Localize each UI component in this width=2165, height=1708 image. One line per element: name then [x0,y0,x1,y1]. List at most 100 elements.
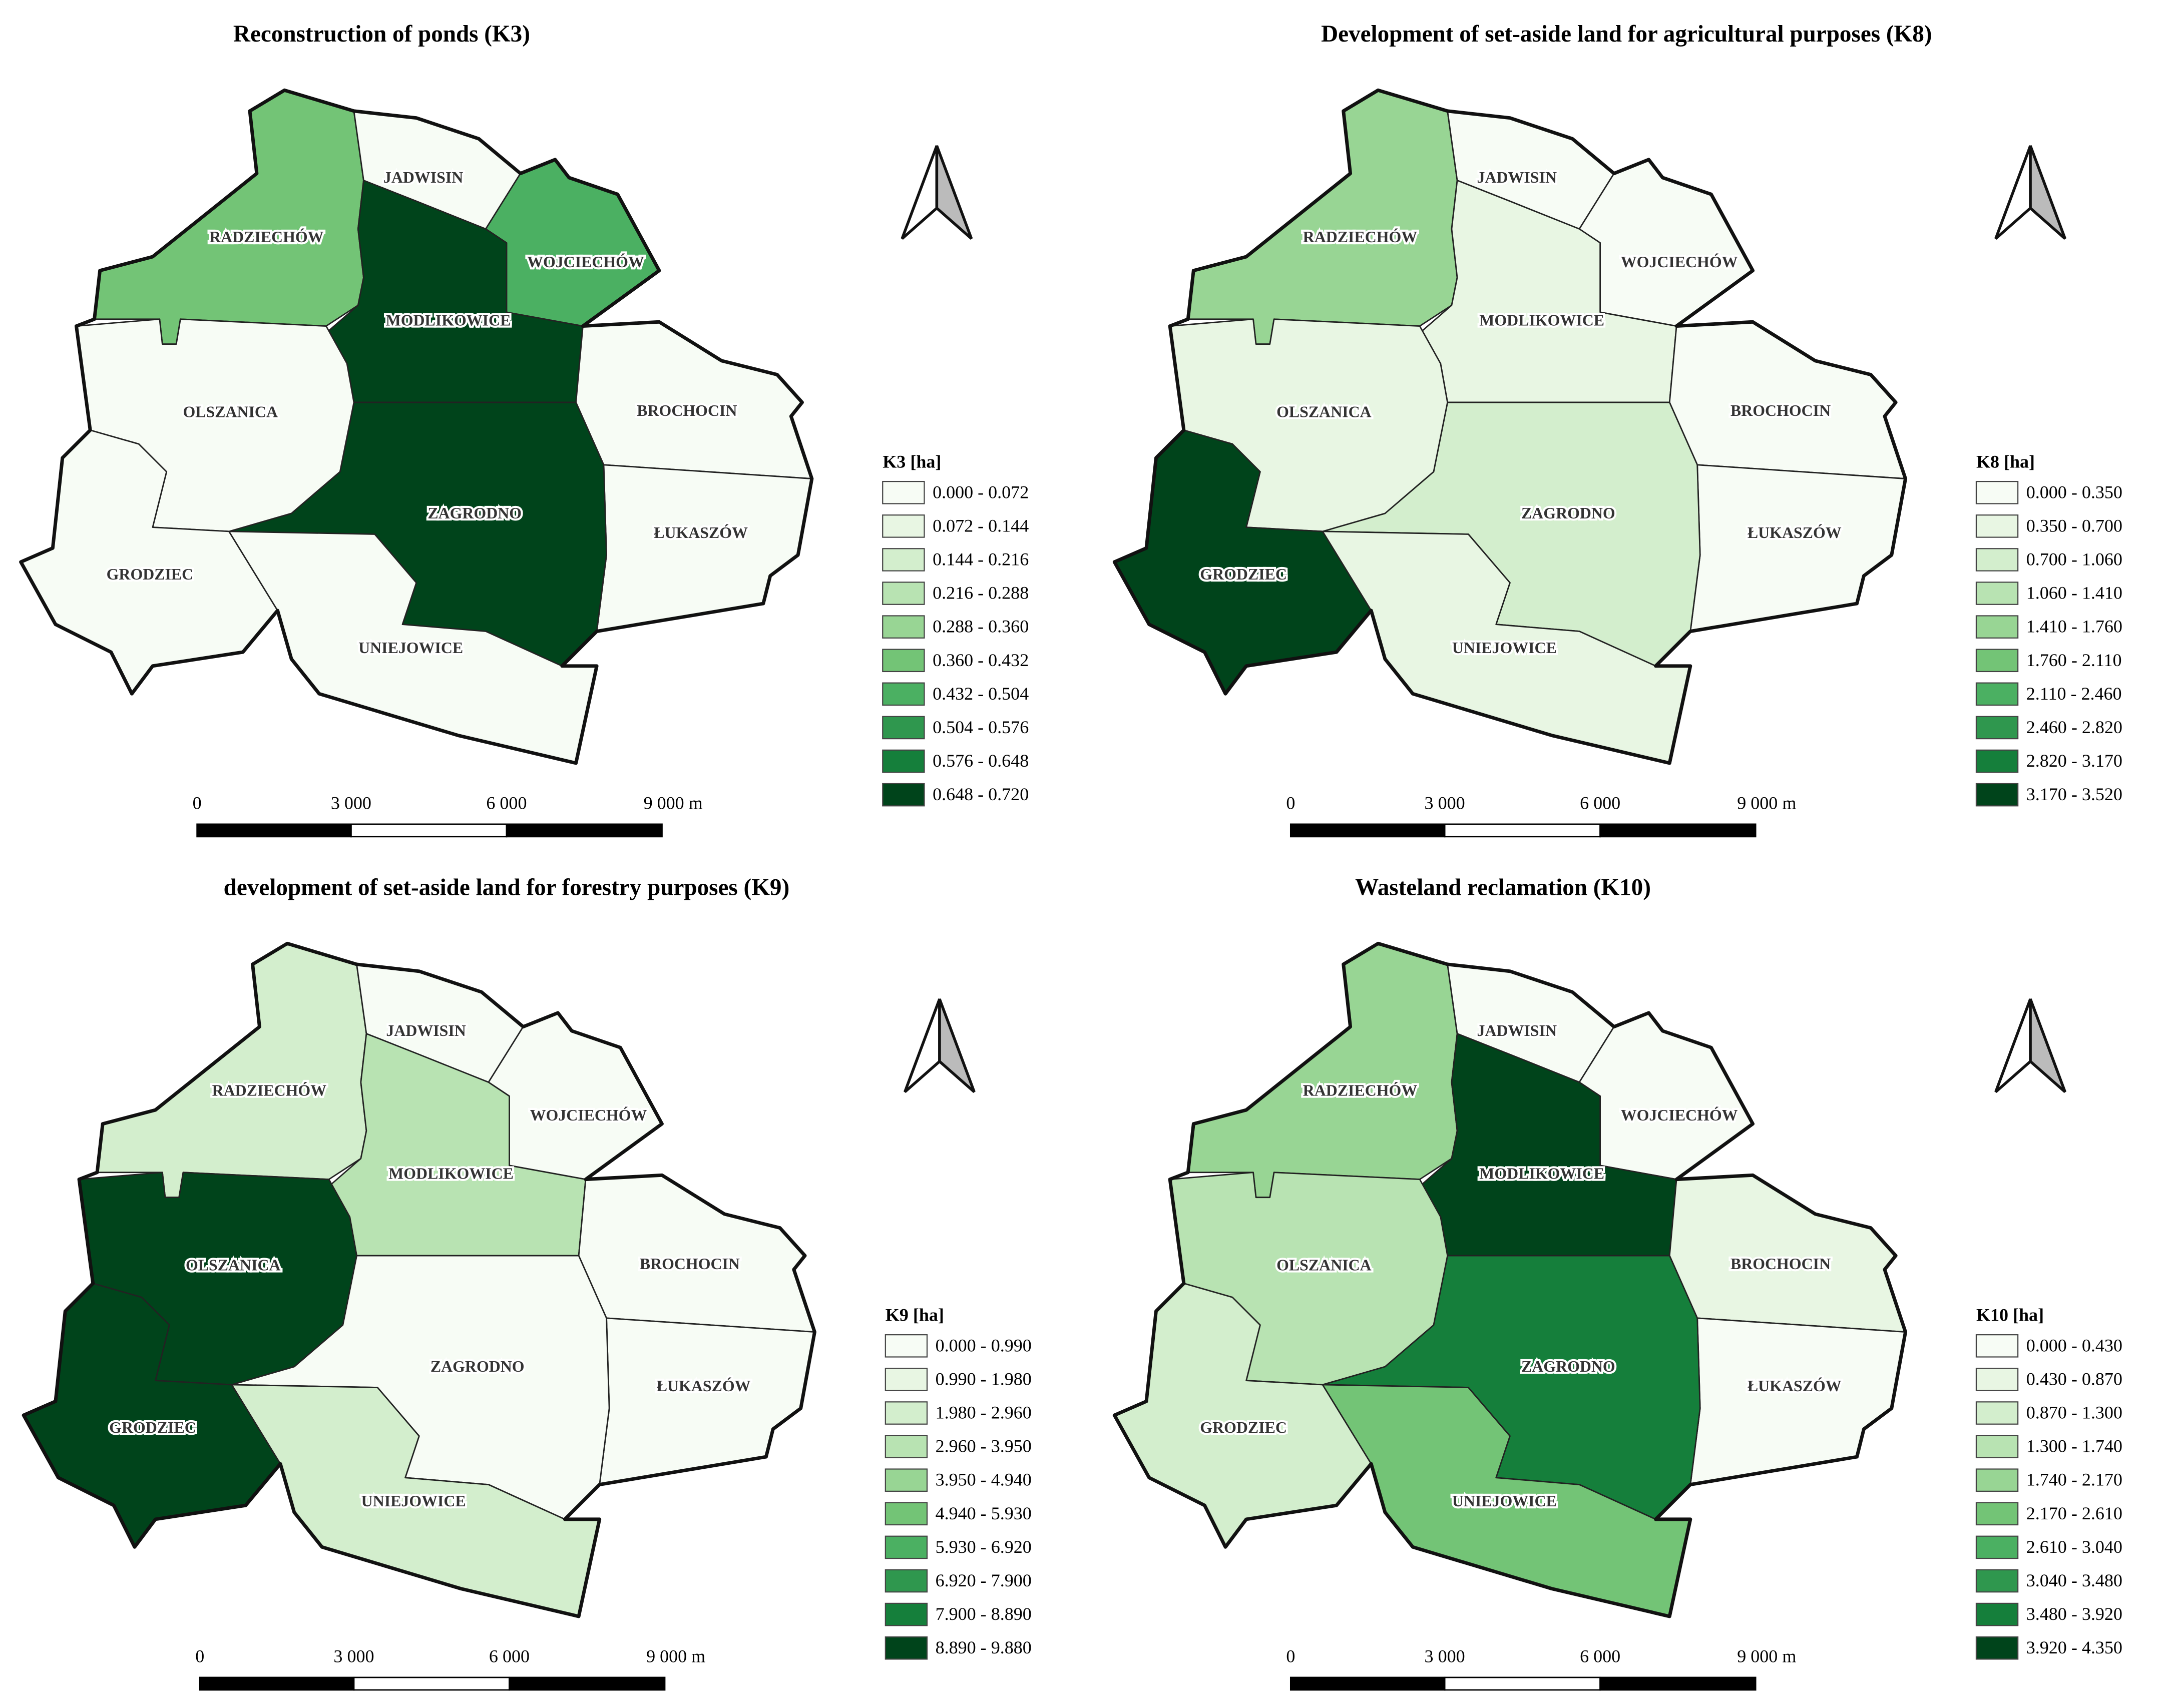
region-label: ZAGRODNO [427,504,522,522]
scale-label: 9 000 m [1737,793,1796,813]
scale-bar-segment [350,823,508,838]
region-label: MODLIKOWICE [386,312,511,329]
scale-bar-segment [509,1676,666,1691]
region-label: OLSZANICA [186,1257,281,1274]
legend-label: 0.504 - 0.576 [933,717,1029,737]
scale-label: 0 [195,1646,204,1666]
legend-label: 0.000 - 0.072 [933,482,1029,502]
north-arrow-left [904,998,941,1093]
panel-title: Reconstruction of ponds (K3) [233,21,530,47]
legend-title: K3 [ha] [883,451,941,471]
north-arrow-right [938,998,976,1093]
region-label: ŁUKASZÓW [657,1377,751,1395]
legend-swatch [882,582,925,605]
region-label: MODLIKOWICE [388,1165,514,1183]
scale-bar-segment [353,1676,510,1691]
legend-label: 2.460 - 2.820 [2026,717,2122,737]
map-panel: Wasteland reclamation (K10) RADZIECHÓW JAD… [1112,874,2122,1691]
region-label: ŁUKASZÓW [654,524,748,541]
legend-label: 0.576 - 0.648 [933,751,1029,771]
scale-bar-segment [1289,1676,1446,1691]
scale-label: 6 000 [1580,793,1620,813]
legend-swatch [1975,716,2019,740]
scale-bar-segment [506,823,663,838]
region [96,942,367,1199]
scale-bar-segment [199,1676,355,1691]
legend-label: 2.820 - 3.170 [2026,751,2122,771]
legend-swatch [882,682,925,706]
legend-label: 0.350 - 0.700 [2026,515,2122,535]
region [1187,942,1458,1199]
scale-label: 3 000 [333,1646,374,1666]
scale-bar-segment [196,823,352,838]
legend-label: 0.700 - 1.060 [2026,549,2122,570]
legend-title: K10 [ha] [1976,1305,2044,1325]
region-label: JADWISIN [383,169,463,186]
region-label: UNIEJOWICE [1452,1492,1557,1510]
north-arrow-left [1994,145,2032,240]
legend-label: 0.000 - 0.430 [2026,1335,2122,1355]
region-label: OLSZANICA [1276,403,1372,421]
legend-label: 0.000 - 0.350 [2026,482,2122,502]
region-label: WOJCIECHÓW [530,1106,647,1124]
legend-swatch [1975,1334,2019,1358]
legend-label: 1.410 - 1.760 [2026,617,2122,637]
legend-swatch [1975,682,2019,706]
legend-swatch [1975,1502,2019,1526]
legend-swatch [1975,649,2019,673]
legend-label: 0.288 - 0.360 [933,617,1029,637]
scale-label: 6 000 [1580,1646,1620,1666]
legend-swatch [885,1636,928,1660]
legend-label: 0.000 - 0.990 [936,1335,1032,1355]
region-label: ZAGRODNO [1521,1358,1615,1375]
legend-swatch [1975,548,2019,572]
region-label: BROCHOCIN [1730,402,1831,419]
legend-label: 1.300 - 1.740 [2026,1436,2122,1456]
legend-label: 3.040 - 3.480 [2026,1570,2122,1590]
scale-bar-segment [1289,823,1446,838]
region-label: GRODZIEC [1200,565,1287,583]
outline [1112,941,1908,1618]
scale-label: 0 [1286,793,1295,813]
legend-swatch [882,783,925,807]
region-label: JADWISIN [1477,169,1557,186]
legend-swatch [1975,1468,2019,1492]
legend-swatch [1975,749,2019,773]
region-label: ŁUKASZÓW [1748,524,1842,541]
legend-label: 3.170 - 3.520 [2026,784,2122,804]
region-label: MODLIKOWICE [1479,1165,1604,1183]
outline [19,88,814,765]
legend-swatch [1975,1636,2019,1660]
legend-swatch [885,1602,928,1626]
map-panel: development of set-aside land for forest… [22,874,1032,1691]
legend-label: 2.610 - 3.040 [2026,1537,2122,1557]
legend-label: 0.144 - 0.216 [933,549,1029,570]
legend-swatch [885,1435,928,1458]
region [596,464,813,632]
legend-label: 0.870 - 1.300 [2026,1403,2122,1423]
legend-swatch [885,1368,928,1391]
scale-bar-segment [1444,1676,1601,1691]
legend-swatch [1975,1569,2019,1593]
region-label: MODLIKOWICE [1479,312,1604,329]
region-label: RADZIECHÓW [1303,1081,1418,1099]
region-label: JADWISIN [386,1022,466,1039]
region [1187,89,1458,345]
region-label: BROCHOCIN [1730,1255,1831,1273]
legend-label: 0.648 - 0.720 [933,784,1029,804]
region [599,1317,815,1485]
region-label: ŁUKASZÓW [1748,1377,1842,1395]
scale-bar-segment [1599,823,1757,838]
region-label: GRODZIEC [109,1419,196,1436]
legend-label: 0.432 - 0.504 [933,684,1029,704]
legend-label: 1.060 - 1.410 [2026,583,2122,603]
region-label: OLSZANICA [183,403,278,421]
region [1689,464,1906,632]
region-label: OLSZANICA [1276,1257,1372,1274]
region-label: GRODZIEC [107,565,194,583]
north-arrow-left [901,145,939,240]
region-label: BROCHOCIN [637,402,737,419]
north-arrow-right [2029,998,2066,1093]
scale-label: 9 000 m [1737,1646,1796,1666]
